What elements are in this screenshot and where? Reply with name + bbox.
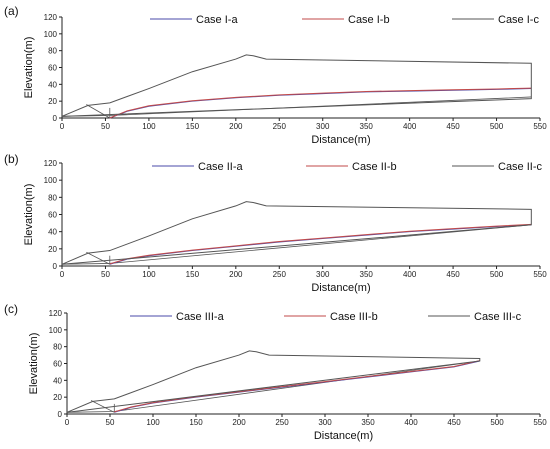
x-tick-label: 400 — [403, 270, 417, 279]
x-tick-label: 0 — [60, 122, 65, 131]
y-tick-label: 100 — [49, 326, 63, 335]
legend-label: Case II-c — [498, 161, 543, 173]
panel-label: (c) — [4, 302, 18, 316]
y-tick-label: 20 — [48, 245, 57, 254]
y-tick-label: 60 — [53, 360, 62, 369]
y-tick-label: 60 — [48, 64, 57, 73]
panel-label: (b) — [4, 152, 19, 166]
x-tick-label: 400 — [404, 418, 418, 427]
y-tick-label: 0 — [58, 410, 63, 419]
x-tick-label: 200 — [229, 122, 243, 131]
legend-label: Case III-b — [330, 311, 378, 323]
y-tick-label: 120 — [49, 309, 63, 318]
x-tick-label: 200 — [232, 418, 246, 427]
x-tick-label: 500 — [490, 122, 504, 131]
x-tick-label: 150 — [189, 418, 203, 427]
y-axis-label: Elevation(m) — [23, 184, 35, 246]
y-tick-label: 20 — [53, 393, 62, 402]
legend-label: Case I-b — [348, 14, 390, 26]
x-tick-label: 350 — [361, 418, 375, 427]
x-tick-label: 100 — [142, 122, 156, 131]
y-tick-label: 120 — [44, 159, 58, 168]
x-axis-label: Distance(m) — [314, 430, 373, 442]
x-tick-label: 400 — [403, 122, 417, 131]
x-tick-label: 0 — [65, 418, 70, 427]
y-tick-label: 100 — [44, 30, 58, 39]
y-axis-label: Elevation(m) — [23, 37, 35, 99]
x-tick-label: 250 — [275, 418, 289, 427]
x-tick-label: 50 — [101, 122, 110, 131]
x-tick-label: 300 — [318, 418, 332, 427]
x-tick-label: 300 — [316, 122, 330, 131]
x-tick-label: 350 — [360, 122, 374, 131]
series-line-2 — [114, 360, 480, 413]
y-tick-label: 40 — [48, 228, 57, 237]
legend-label: Case I-a — [196, 14, 238, 26]
series-line-2 — [109, 223, 532, 265]
y-tick-label: 80 — [53, 343, 62, 352]
series-line-2 — [109, 87, 532, 119]
legend-label: Case III-c — [474, 311, 522, 323]
x-tick-label: 450 — [446, 122, 460, 131]
x-tick-label: 550 — [533, 122, 547, 131]
profile-line — [90, 400, 115, 413]
legend-label: Case II-b — [352, 161, 397, 173]
x-tick-label: 100 — [142, 270, 156, 279]
x-tick-label: 500 — [490, 270, 504, 279]
x-tick-label: 200 — [229, 270, 243, 279]
series-line-3 — [66, 350, 481, 413]
panel-label: (a) — [4, 4, 19, 18]
profile-line — [86, 104, 110, 119]
y-tick-label: 40 — [48, 80, 57, 89]
x-tick-label: 250 — [273, 270, 287, 279]
y-tick-label: 0 — [53, 114, 58, 123]
x-tick-label: 150 — [186, 270, 200, 279]
series-line-3 — [61, 201, 532, 265]
x-tick-label: 550 — [533, 418, 547, 427]
x-tick-label: 550 — [533, 270, 547, 279]
x-tick-label: 450 — [446, 270, 460, 279]
y-tick-label: 60 — [48, 211, 57, 220]
x-tick-label: 100 — [146, 418, 160, 427]
x-tick-label: 150 — [186, 122, 200, 131]
y-tick-label: 0 — [53, 262, 58, 271]
profile-line — [86, 251, 110, 265]
x-tick-label: 450 — [447, 418, 461, 427]
x-axis-label: Distance(m) — [311, 134, 370, 146]
x-tick-label: 300 — [316, 270, 330, 279]
series-line-3 — [61, 54, 532, 117]
legend-label: Case I-c — [498, 14, 539, 26]
x-tick-label: 50 — [106, 418, 115, 427]
y-tick-label: 80 — [48, 47, 57, 56]
y-tick-label: 20 — [48, 97, 57, 106]
y-tick-label: 40 — [53, 376, 62, 385]
x-tick-label: 250 — [273, 122, 287, 131]
y-axis-label: Elevation(m) — [28, 333, 40, 395]
x-tick-label: 50 — [101, 270, 110, 279]
y-tick-label: 80 — [48, 193, 57, 202]
y-tick-label: 120 — [44, 13, 58, 22]
x-tick-label: 350 — [360, 270, 374, 279]
x-axis-label: Distance(m) — [311, 282, 370, 294]
y-tick-label: 100 — [44, 176, 58, 185]
x-tick-label: 500 — [490, 418, 504, 427]
x-tick-label: 0 — [60, 270, 65, 279]
legend-label: Case II-a — [198, 161, 244, 173]
legend-label: Case III-a — [176, 311, 225, 323]
